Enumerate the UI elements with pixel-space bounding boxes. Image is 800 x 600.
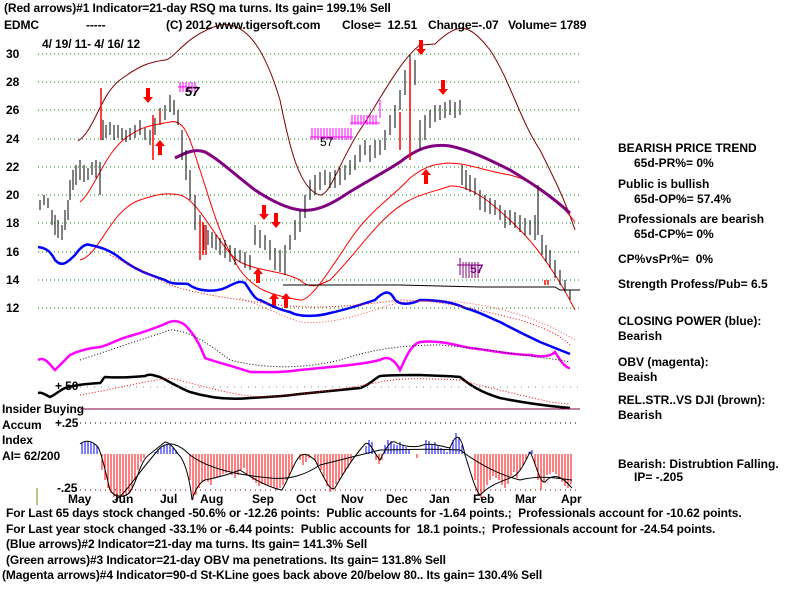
y-axis-label: 20 [6, 188, 20, 202]
x-axis-label: Feb [473, 492, 495, 506]
relstr-ma [79, 377, 571, 405]
sell-arrow-icon [271, 213, 281, 228]
x-axis-label: Mar [515, 492, 537, 506]
close-price: Close= 12.51 [342, 18, 418, 32]
purple-moving-average [174, 143, 572, 215]
x-axis-label: Apr [561, 492, 582, 506]
x-axis-label: Dec [386, 492, 409, 506]
professionals-value: 65d-CP%= 0% [634, 227, 714, 241]
cp-vs-pr: CP%vsPr%= 0% [618, 252, 714, 266]
buy-arrow-icon [155, 140, 165, 155]
x-axis-label: Oct [296, 492, 317, 506]
x-axis-label: Aug [200, 492, 224, 506]
public-value: 65d-OP%= 57.4% [634, 192, 732, 206]
magenta-signal-clusters [178, 82, 381, 140]
y-axis-label: 18 [6, 216, 20, 230]
insider-buying-label: Insider Buying [2, 402, 84, 416]
obv-ma [79, 329, 571, 368]
footer-blue-arrows: (Blue arrows)#2 Indicator=21-day ma turn… [6, 537, 368, 551]
relstr-line [37, 373, 571, 410]
y-axis-label: 26 [6, 103, 20, 117]
buy-arrow-icon [421, 169, 431, 184]
support-line [283, 284, 580, 291]
ai-status: Bearish: Distrubtion Falling. [618, 457, 779, 471]
professionals-title: Professionals are bearish [618, 212, 765, 226]
footer-year-summary: For Last year stock changed -33.1% or -6… [6, 522, 716, 536]
sell-arrow-icon [438, 80, 448, 95]
signal-label-57: 57 [470, 262, 484, 276]
purple-signal-cluster [457, 258, 483, 278]
index-label: Index [2, 433, 33, 447]
public-title: Public is bullish [618, 177, 710, 191]
price-trend-value: 65d-PR%= 0% [634, 156, 714, 170]
y-axis-label: 30 [6, 47, 20, 61]
obv-status: Beaish [618, 370, 658, 384]
x-axis-label: May [68, 492, 92, 506]
buy-arrow-icon [269, 293, 279, 308]
closing-power-line [37, 243, 571, 356]
red-arrows [143, 40, 448, 308]
ai-value: AI= 62/200 [2, 449, 61, 463]
footer-green-arrows: (Green arrows)#3 Indicator=21-day OBV ma… [6, 553, 446, 567]
buy-arrow-icon [253, 268, 263, 283]
closing-power-title: CLOSING POWER (blue): [618, 314, 762, 328]
y-axis-label: 12 [6, 301, 20, 315]
upper-outer-band [77, 24, 576, 231]
y-axis-label: 16 [6, 245, 20, 259]
copyright: (C) 2012 www.tigersoft.com [166, 18, 321, 32]
y-axis-label: 24 [6, 132, 20, 146]
volume-value: Volume= 1789 [508, 18, 587, 32]
footer-65day-summary: For Last 65 days stock changed -50.6% or… [6, 506, 742, 520]
strength-profess-pub: Strength Profess/Pub= 6.5 [618, 277, 768, 291]
sell-arrow-icon [416, 40, 426, 55]
lower-outer-band [239, 297, 576, 341]
ticker-symbol: EDMC [4, 18, 39, 32]
price-bars [39, 55, 571, 300]
sell-arrow-icon [259, 205, 269, 220]
ai-plus50-label: +.50 [55, 379, 79, 393]
x-axis-label: Jul [160, 492, 178, 506]
ip-value: IP= -.205 [634, 470, 684, 484]
y-axis-label: 28 [6, 75, 20, 89]
price-trend-title: BEARISH PRICE TREND [618, 141, 757, 155]
date-range: 4/ 19/ 11- 4/ 16/ 12 [42, 37, 141, 51]
ai-minus25-label: -.25 [57, 481, 78, 495]
ai-histogram [79, 433, 573, 501]
footer-magenta-arrows: (Magenta arrows)#4 Indicator=90-d St-KLi… [2, 568, 543, 582]
change-value: Change=-.07 [428, 18, 499, 32]
obv-line [37, 319, 571, 374]
closing-power-ma [109, 254, 571, 346]
relstr-title: REL.STR..VS DJI (brown): [618, 393, 766, 407]
header-dashes: ----- [86, 18, 106, 32]
closing-power-status: Bearish [618, 329, 663, 343]
relstr-status: Bearish [618, 408, 663, 422]
signal-label-57: 57 [185, 84, 200, 99]
ai-plus25-label: +.25 [55, 416, 79, 430]
x-axis-label: Sep [252, 492, 275, 506]
sell-arrow-icon [143, 88, 153, 103]
red-signal-bars [100, 60, 549, 285]
signal-label-57: 57 [320, 135, 334, 149]
accum-label: Accum [2, 418, 42, 432]
x-axis-label: Nov [341, 492, 364, 506]
y-axis-label: 14 [6, 273, 20, 287]
x-axis-label: Jan [429, 492, 450, 506]
ai-ma-line [114, 443, 573, 501]
ai-histogram-outline [79, 436, 573, 501]
obv-title: OBV (magenta): [618, 355, 709, 369]
x-axis-label: Jun [112, 492, 134, 506]
y-axis-label: 22 [6, 160, 20, 174]
buy-arrow-icon [281, 293, 291, 308]
header-indicator-line: (Red arrows)#1 Indicator=21-day RSQ ma t… [4, 1, 391, 15]
